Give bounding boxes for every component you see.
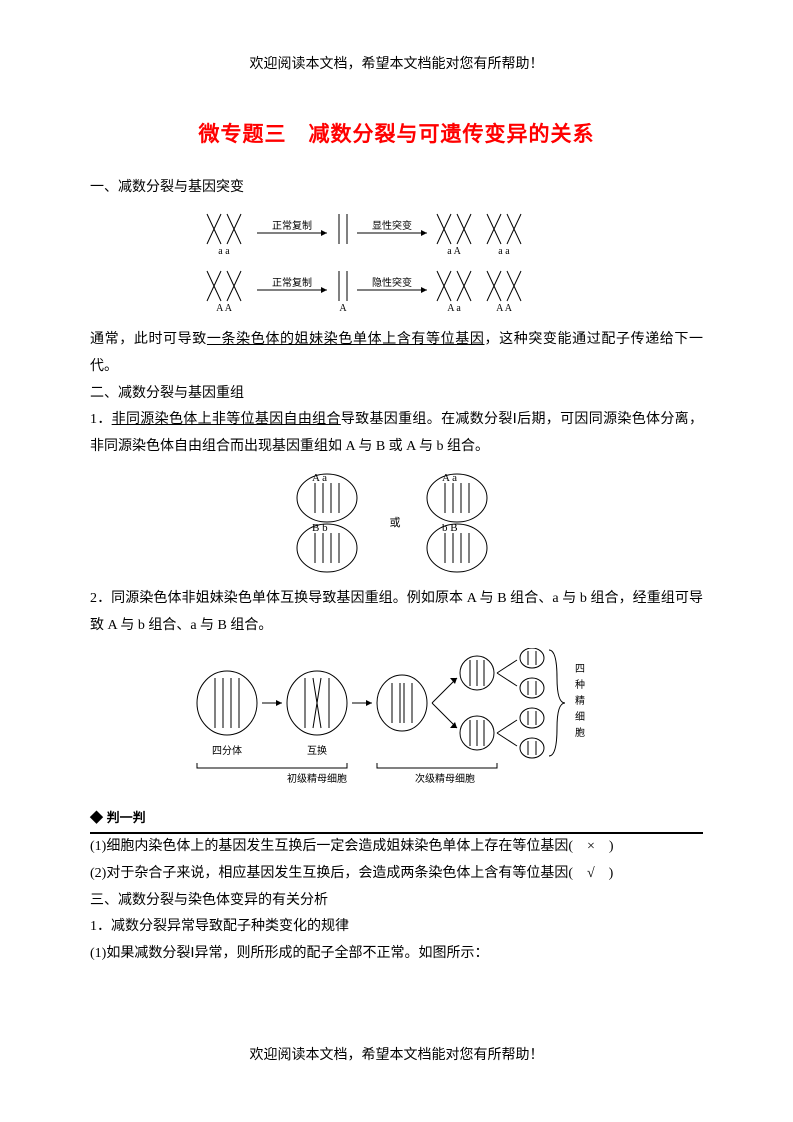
section-3-item-1-sub-1: (1)如果减数分裂Ⅰ异常，则所形成的配子全部不正常。如图所示：	[90, 941, 703, 968]
header-text: 欢迎阅读本文档，希望本文档能对您有所帮助！	[250, 57, 544, 72]
svg-text:初级精母细胞: 初级精母细胞	[287, 772, 347, 785]
svg-text:互换: 互换	[307, 744, 327, 757]
text-segment: 通常，此时可导致	[90, 332, 207, 347]
svg-text:细: 细	[575, 710, 585, 723]
svg-text:A a: A a	[442, 472, 457, 484]
svg-text:A: A	[339, 303, 347, 314]
section-2-item-1: 1．非同源染色体上非等位基因自由组合导致基因重组。在减数分裂Ⅰ后期，可因同源染色…	[90, 407, 703, 460]
section-3-item-1: 1．减数分裂异常导致配子种类变化的规律	[90, 914, 703, 941]
section-2-item-2: 2．同源染色体非姐妹染色单体互换导致基因重组。例如原本 A 与 B 组合、a 与…	[90, 586, 703, 639]
section-2-heading: 二、减数分裂与基因重组	[90, 381, 703, 408]
or-label: 或	[389, 516, 400, 529]
svg-text:A a: A a	[312, 472, 327, 484]
judge-section-heading: ◆ 判一判	[90, 806, 703, 835]
recombination-diagram-2: 四分体 互换 初级精母细胞	[187, 648, 607, 798]
svg-text:种: 种	[575, 678, 585, 691]
svg-text:A A: A A	[216, 303, 233, 314]
svg-text:显性突变: 显性突变	[372, 219, 412, 232]
svg-text:四: 四	[575, 664, 585, 675]
recombination-diagram-1: A a B b 或 A a b B	[267, 468, 527, 578]
svg-text:正常复制: 正常复制	[272, 219, 312, 232]
svg-text:a a: a a	[218, 246, 230, 257]
text-segment: 1．	[90, 412, 112, 427]
footer-text: 欢迎阅读本文档，希望本文档能对您有所帮助！	[250, 1048, 544, 1063]
underline-text-1: 一条染色体的姐妹染色单体上含有等位基因	[207, 332, 485, 347]
mutation-diagram: a a 正常复制 显性突变 a A a	[197, 209, 597, 319]
page-footer: 欢迎阅读本文档，希望本文档能对您有所帮助！	[0, 1043, 793, 1070]
svg-text:a A: a A	[447, 246, 461, 257]
underline-text-2: 非同源染色体上非等位基因自由组合	[112, 412, 341, 427]
svg-text:隐性突变: 隐性突变	[372, 276, 412, 289]
document-title: 微专题三 减数分裂与可遗传变异的关系	[90, 115, 703, 155]
diagram-1: a a 正常复制 显性突变 a A a	[90, 209, 703, 319]
svg-text:A a: A a	[447, 303, 461, 314]
page-header: 欢迎阅读本文档，希望本文档能对您有所帮助！	[0, 52, 793, 79]
svg-text:b B: b B	[442, 522, 458, 534]
section-3-heading: 三、减数分裂与染色体变异的有关分析	[90, 888, 703, 915]
svg-text:四分体: 四分体	[212, 745, 242, 757]
svg-text:胞: 胞	[575, 727, 585, 739]
diagram-3: 四分体 互换 初级精母细胞	[90, 648, 703, 798]
svg-text:A A: A A	[496, 303, 513, 314]
svg-text:B b: B b	[312, 522, 328, 534]
svg-text:a a: a a	[498, 246, 510, 257]
section-1-heading: 一、减数分裂与基因突变	[90, 175, 703, 202]
judge-question-1: (1)细胞内染色体上的基因发生互换后一定会造成姐妹染色单体上存在等位基因( × …	[90, 834, 703, 861]
judge-question-2: (2)对于杂合子来说，相应基因发生互换后，会造成两条染色体上含有等位基因( √ …	[90, 861, 703, 888]
svg-text:正常复制: 正常复制	[272, 276, 312, 289]
diagram-2: A a B b 或 A a b B	[90, 468, 703, 578]
svg-text:精: 精	[575, 694, 585, 707]
paragraph-after-diagram1: 通常，此时可导致一条染色体的姐妹染色单体上含有等位基因，这种突变能通过配子传递给…	[90, 327, 703, 380]
document-content: 微专题三 减数分裂与可遗传变异的关系 一、减数分裂与基因突变 a a 正常复制 …	[90, 115, 703, 967]
svg-text:次级精母细胞: 次级精母细胞	[415, 772, 475, 785]
